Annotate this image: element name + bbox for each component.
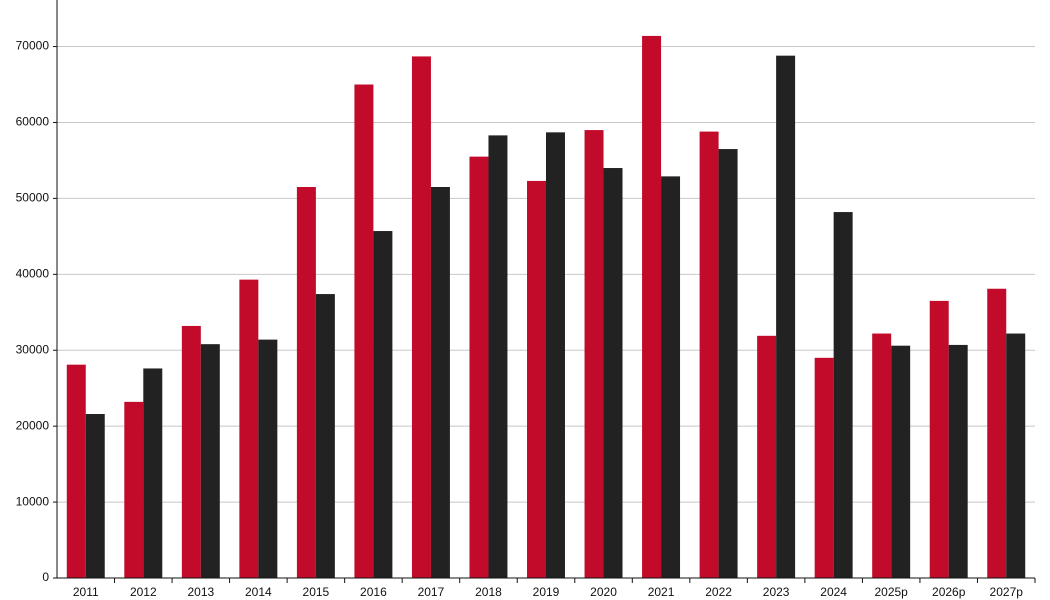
y-tick-label: 20000 xyxy=(16,418,50,432)
bar xyxy=(143,368,163,578)
x-tick-label: 2016 xyxy=(360,585,387,599)
x-tick-label: 2024 xyxy=(820,585,847,599)
bar xyxy=(315,294,335,578)
bar xyxy=(603,168,623,579)
bar xyxy=(776,55,796,579)
bar xyxy=(891,345,911,578)
x-tick-label: 2021 xyxy=(648,585,675,599)
bar xyxy=(661,176,681,578)
bar xyxy=(929,300,949,578)
bar xyxy=(987,288,1007,578)
bar xyxy=(239,279,259,578)
bar xyxy=(527,180,546,578)
x-tick-label: 2025p xyxy=(874,585,908,599)
x-tick-label: 2012 xyxy=(130,585,157,599)
x-tick-label: 2015 xyxy=(303,585,330,599)
bar xyxy=(124,401,144,578)
bar xyxy=(373,231,393,579)
bar xyxy=(757,335,777,578)
y-tick-label: 0 xyxy=(42,570,49,584)
bar xyxy=(872,333,892,578)
bar xyxy=(181,325,201,578)
y-tick-label: 40000 xyxy=(16,266,50,280)
x-tick-label: 2022 xyxy=(705,585,732,599)
bar xyxy=(258,339,278,578)
bar xyxy=(85,414,105,578)
x-tick-label: 2017 xyxy=(418,585,445,599)
bar xyxy=(546,132,565,578)
x-tick-label: 2023 xyxy=(763,585,790,599)
bar xyxy=(411,56,431,579)
bar xyxy=(469,156,489,578)
bar xyxy=(488,135,508,579)
bar xyxy=(1006,333,1026,578)
x-tick-label: 2026p xyxy=(932,585,966,599)
bar xyxy=(200,344,220,578)
bar xyxy=(430,187,450,578)
y-tick-label: 60000 xyxy=(16,115,50,129)
x-tick-label: 2014 xyxy=(245,585,272,599)
y-tick-label: 50000 xyxy=(16,191,50,205)
bar xyxy=(354,84,374,579)
x-tick-label: 2020 xyxy=(590,585,617,599)
y-tick-label: 30000 xyxy=(16,342,50,356)
x-tick-label: 2011 xyxy=(73,585,99,599)
y-tick-label: 10000 xyxy=(16,494,50,508)
bar xyxy=(584,130,604,578)
bar xyxy=(948,344,968,578)
bar xyxy=(642,35,662,578)
bar xyxy=(699,131,719,578)
bar xyxy=(833,212,853,578)
bar xyxy=(296,187,316,578)
bar xyxy=(66,364,86,578)
x-tick-label: 2019 xyxy=(533,585,560,599)
bar xyxy=(814,357,834,578)
x-tick-label: 2013 xyxy=(187,585,214,599)
y-tick-label: 70000 xyxy=(16,39,50,53)
x-tick-label: 2027p xyxy=(990,585,1024,599)
bar xyxy=(718,149,738,578)
x-tick-label: 2018 xyxy=(475,585,502,599)
